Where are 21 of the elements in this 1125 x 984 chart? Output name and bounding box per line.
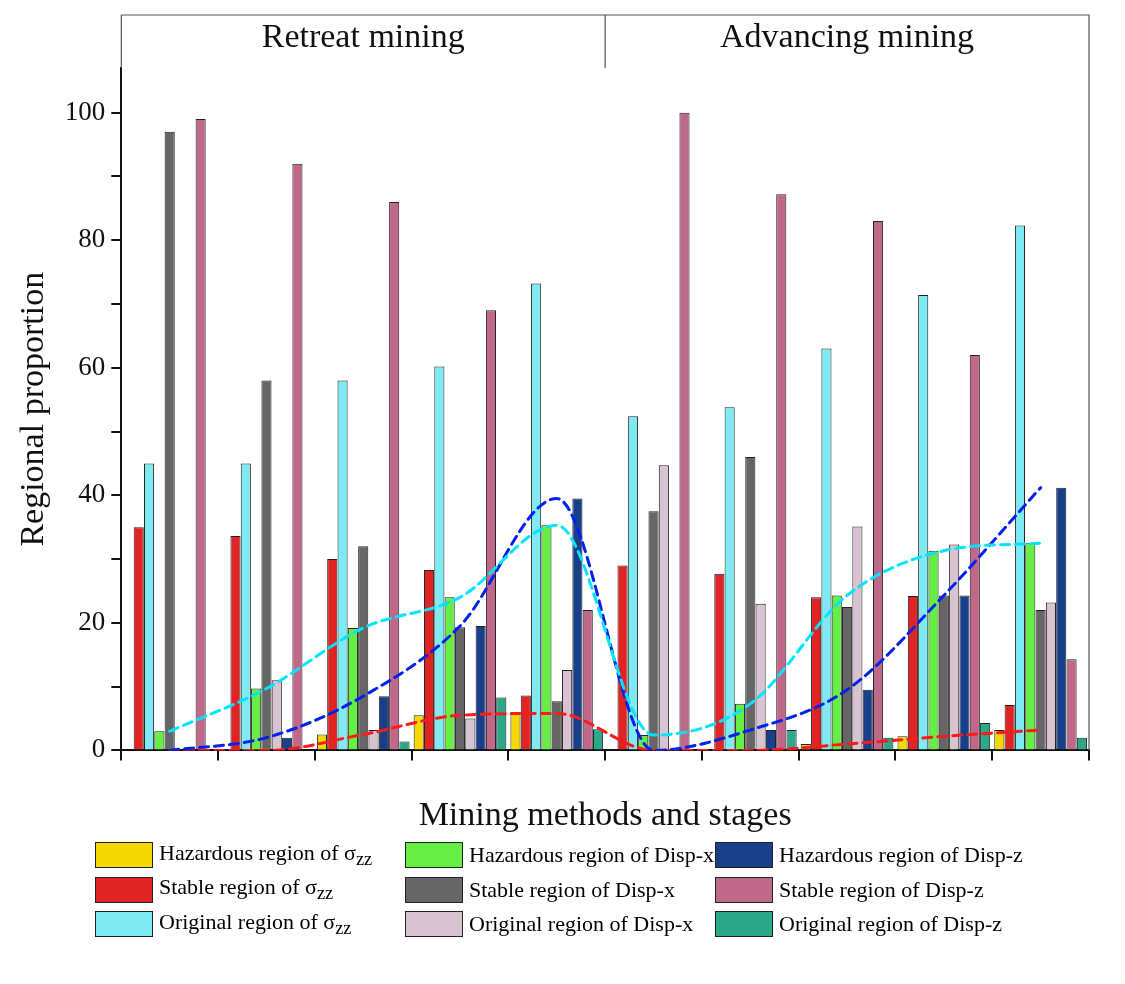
y-tick-label: 20 — [78, 605, 106, 636]
y-tick-label: 40 — [78, 478, 106, 509]
y-tick-label: 60 — [78, 350, 106, 381]
legend-label: Original region of Disp-z — [779, 910, 1002, 937]
legend-label: Stable region of Disp-z — [779, 876, 984, 903]
legend-label: Hazardous region of Disp-z — [779, 842, 1023, 869]
legend-label: Original region of σ$_{zz}$ — [159, 908, 352, 940]
y-axis-title: Regional proportion — [13, 271, 51, 547]
legend-label: Stable region of Disp-x — [469, 876, 675, 903]
text: Advancing mining — [720, 17, 975, 55]
text: Retreat mining — [261, 17, 465, 55]
x-axis-title: Mining methods and stages — [418, 794, 792, 832]
legend-label: Original region of Disp-x — [469, 910, 694, 937]
legend-label: Hazardous region of σ$_{zz}$ — [159, 840, 373, 871]
y-tick-label: 100 — [64, 95, 106, 126]
line-series — [168, 523, 1043, 737]
line-series — [168, 486, 1043, 751]
legend-label: Stable region of σ$_{zz}$ — [159, 874, 334, 905]
y-tick-label: 0 — [91, 733, 106, 764]
y-tick-label: 80 — [78, 223, 106, 254]
legend-label: Hazardous region of Disp-x — [469, 842, 714, 869]
